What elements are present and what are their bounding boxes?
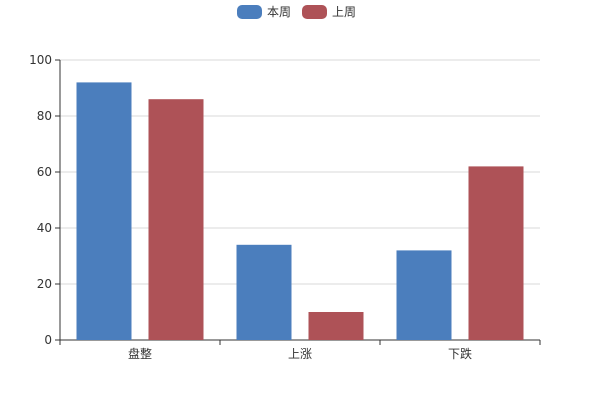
- legend-label: 上周: [332, 5, 356, 19]
- y-tick-label: 40: [37, 221, 52, 235]
- y-tick-label: 80: [37, 109, 52, 123]
- x-tick-label: 盘整: [128, 346, 152, 361]
- chart-legend: 本周 上周: [237, 5, 356, 19]
- y-tick-label: 0: [44, 333, 52, 347]
- bar: [468, 166, 524, 340]
- bar: [236, 244, 292, 340]
- legend-label: 本周: [267, 5, 291, 19]
- bar: [76, 82, 132, 341]
- x-tick-label: 下跌: [448, 346, 472, 361]
- gridlines: [60, 59, 540, 285]
- y-tick-label: 100: [29, 53, 52, 67]
- y-axis: 0 20 40 60 80 100: [29, 53, 61, 347]
- x-axis: 盘整 上涨 下跌: [59, 339, 541, 361]
- y-tick-label: 20: [37, 277, 52, 291]
- legend-swatch: [237, 5, 262, 19]
- y-tick-label: 60: [37, 165, 52, 179]
- bar: [148, 99, 204, 340]
- x-tick-label: 上涨: [288, 346, 312, 361]
- bars: [76, 82, 524, 341]
- bar: [396, 250, 452, 340]
- bar: [308, 312, 364, 340]
- legend-swatch: [302, 5, 327, 19]
